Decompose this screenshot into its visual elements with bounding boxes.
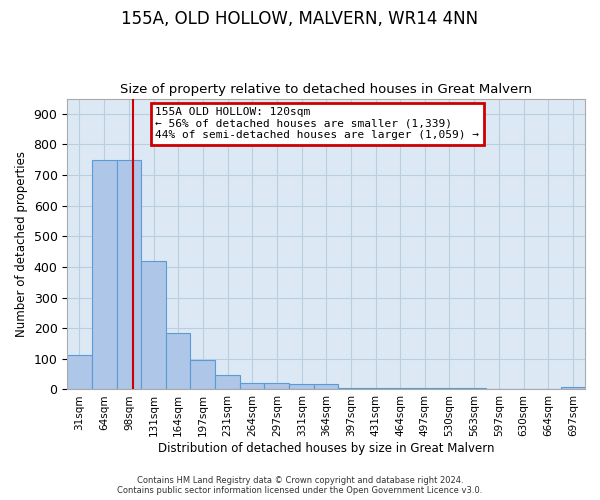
- Text: 155A OLD HOLLOW: 120sqm
← 56% of detached houses are smaller (1,339)
44% of semi: 155A OLD HOLLOW: 120sqm ← 56% of detache…: [155, 108, 479, 140]
- Bar: [289, 384, 314, 390]
- Y-axis label: Number of detached properties: Number of detached properties: [15, 151, 28, 337]
- Bar: [92, 160, 117, 390]
- Bar: [461, 388, 487, 390]
- Bar: [166, 333, 190, 390]
- Bar: [67, 355, 92, 390]
- Text: Contains HM Land Registry data © Crown copyright and database right 2024.
Contai: Contains HM Land Registry data © Crown c…: [118, 476, 482, 495]
- Bar: [388, 388, 412, 390]
- Bar: [117, 160, 142, 390]
- Bar: [412, 388, 437, 390]
- Bar: [142, 261, 166, 390]
- Bar: [338, 388, 364, 390]
- Bar: [364, 388, 388, 390]
- Bar: [190, 360, 215, 390]
- Bar: [264, 382, 289, 390]
- Bar: [240, 382, 264, 390]
- X-axis label: Distribution of detached houses by size in Great Malvern: Distribution of detached houses by size …: [158, 442, 494, 455]
- Bar: [560, 387, 585, 390]
- Text: 155A, OLD HOLLOW, MALVERN, WR14 4NN: 155A, OLD HOLLOW, MALVERN, WR14 4NN: [121, 10, 479, 28]
- Bar: [437, 388, 461, 390]
- Bar: [215, 375, 240, 390]
- Title: Size of property relative to detached houses in Great Malvern: Size of property relative to detached ho…: [120, 83, 532, 96]
- Bar: [314, 384, 338, 390]
